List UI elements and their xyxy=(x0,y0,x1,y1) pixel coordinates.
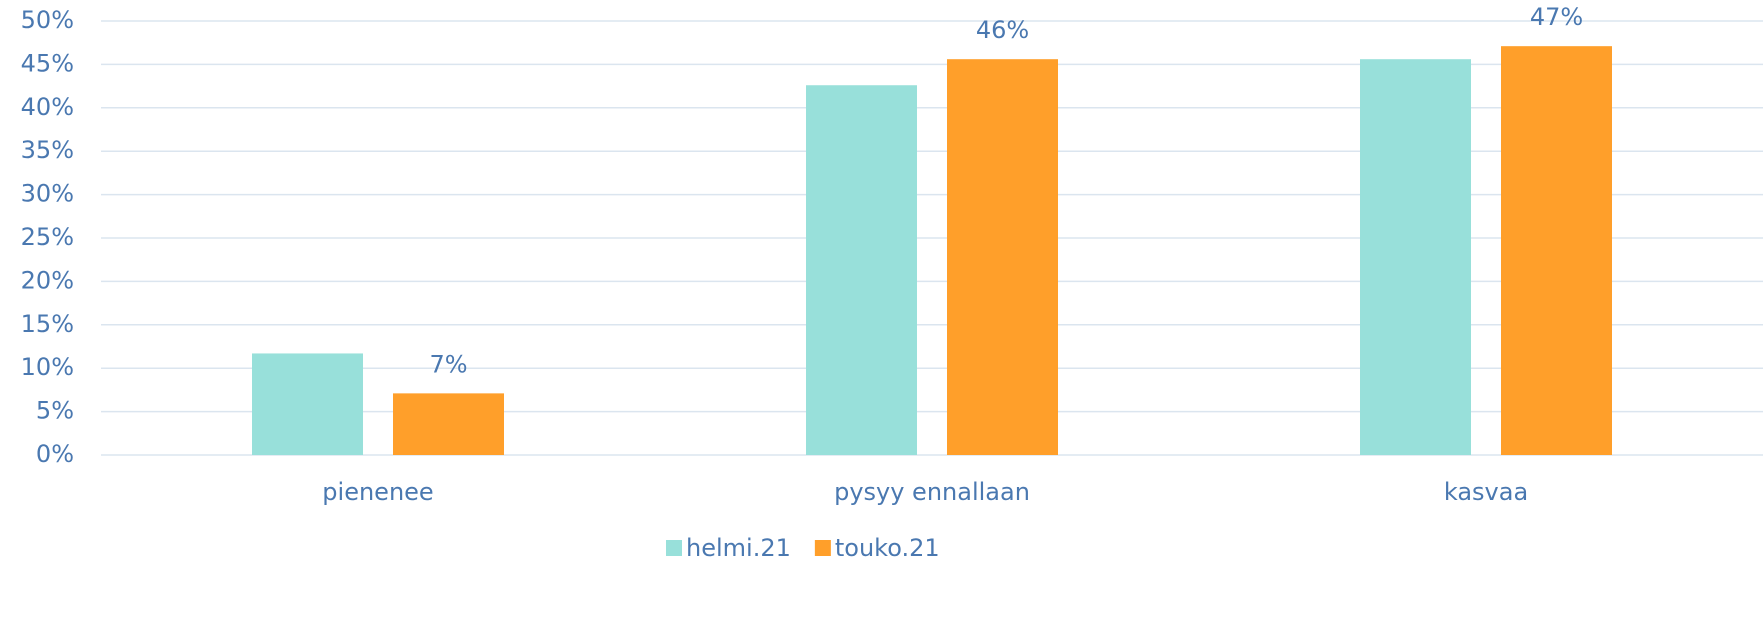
data-label: 46% xyxy=(976,16,1029,44)
bar xyxy=(252,353,363,455)
y-tick-label: 50% xyxy=(21,6,74,34)
x-tick-label: kasvaa xyxy=(1444,478,1528,506)
legend-swatch xyxy=(814,540,831,556)
y-tick-label: 20% xyxy=(21,266,74,294)
legend-label: helmi.21 xyxy=(686,534,791,562)
y-tick-label: 35% xyxy=(21,136,74,164)
y-tick-label: 40% xyxy=(21,93,74,121)
y-tick-label: 25% xyxy=(21,223,74,251)
y-tick-label: 5% xyxy=(36,397,74,425)
bar xyxy=(1501,46,1612,456)
bar xyxy=(806,85,917,456)
legend-label: touko.21 xyxy=(835,534,940,562)
data-label: 7% xyxy=(429,350,467,378)
y-tick-label: 15% xyxy=(21,310,74,338)
data-label: 47% xyxy=(1530,3,1583,31)
y-tick-label: 30% xyxy=(21,180,74,208)
y-tick-label: 45% xyxy=(21,49,74,77)
bar xyxy=(1360,59,1471,455)
bar xyxy=(947,59,1058,455)
x-tick-label: pienenee xyxy=(322,478,433,506)
bar xyxy=(393,393,504,455)
y-tick-label: 10% xyxy=(21,353,74,381)
x-tick-label: pysyy ennallaan xyxy=(834,478,1030,506)
y-tick-label: 0% xyxy=(36,440,74,468)
legend-swatch xyxy=(666,540,682,556)
